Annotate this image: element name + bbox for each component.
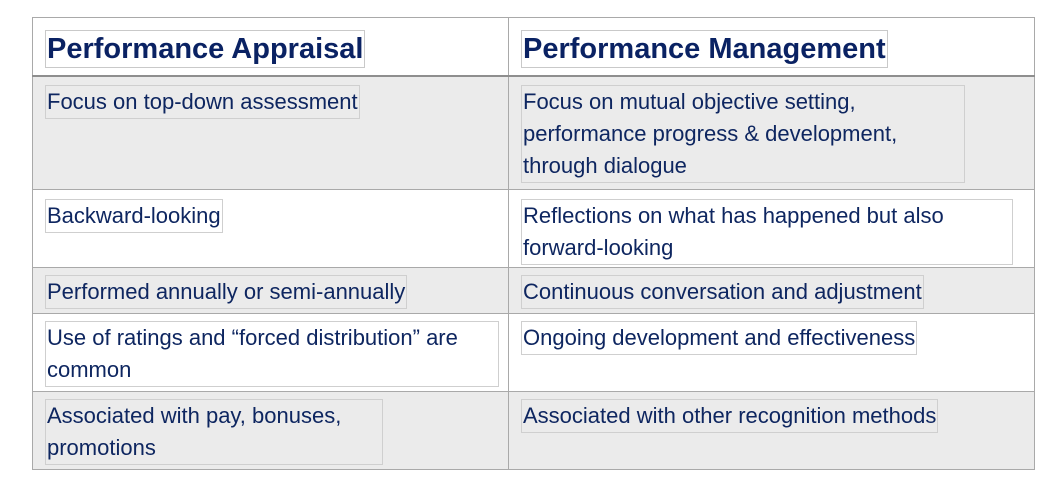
table-row: Focus on top-down assessment Focus on mu… <box>32 75 1035 190</box>
table-row: Associated with pay, bonuses, promotions… <box>32 391 1035 470</box>
header-cell-appraisal: Performance Appraisal <box>32 17 509 77</box>
appraisal-text: Performed annually or semi-annually <box>45 275 408 309</box>
management-text: Focus on mutual objective setting, perfo… <box>521 84 965 183</box>
management-cell: Ongoing development and effectiveness <box>508 313 1035 392</box>
appraisal-cell: Use of ratings and “forced distribution”… <box>32 313 509 392</box>
header-appraisal: Performance Appraisal <box>45 30 366 68</box>
management-cell: Focus on mutual objective setting, perfo… <box>508 75 1035 190</box>
header-management: Performance Management <box>521 30 888 68</box>
header-row: Performance Appraisal Performance Manage… <box>32 17 1035 77</box>
appraisal-cell: Focus on top-down assessment <box>32 75 509 190</box>
comparison-table: Performance Appraisal Performance Manage… <box>32 17 1035 470</box>
appraisal-text: Focus on top-down assessment <box>45 84 360 119</box>
header-cell-management: Performance Management <box>508 17 1035 77</box>
appraisal-cell: Backward-looking <box>32 189 509 268</box>
table-row: Performed annually or semi-annually Cont… <box>32 267 1035 314</box>
management-cell: Continuous conversation and adjustment <box>508 267 1035 314</box>
appraisal-cell: Performed annually or semi-annually <box>32 267 509 314</box>
management-cell: Reflections on what has happened but als… <box>508 189 1035 268</box>
table-row: Use of ratings and “forced distribution”… <box>32 313 1035 392</box>
management-text: Ongoing development and effectiveness <box>521 321 918 355</box>
table-row: Backward-looking Reflections on what has… <box>32 189 1035 268</box>
management-text: Reflections on what has happened but als… <box>521 199 1013 265</box>
appraisal-text: Use of ratings and “forced distribution”… <box>45 321 499 387</box>
management-text: Associated with other recognition method… <box>521 399 939 433</box>
appraisal-cell: Associated with pay, bonuses, promotions <box>32 391 509 470</box>
management-cell: Associated with other recognition method… <box>508 391 1035 470</box>
appraisal-text: Associated with pay, bonuses, promotions <box>45 399 383 465</box>
management-text: Continuous conversation and adjustment <box>521 275 924 309</box>
appraisal-text: Backward-looking <box>45 199 223 233</box>
